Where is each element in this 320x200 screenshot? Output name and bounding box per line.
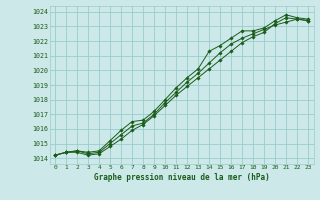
X-axis label: Graphe pression niveau de la mer (hPa): Graphe pression niveau de la mer (hPa) — [94, 173, 269, 182]
